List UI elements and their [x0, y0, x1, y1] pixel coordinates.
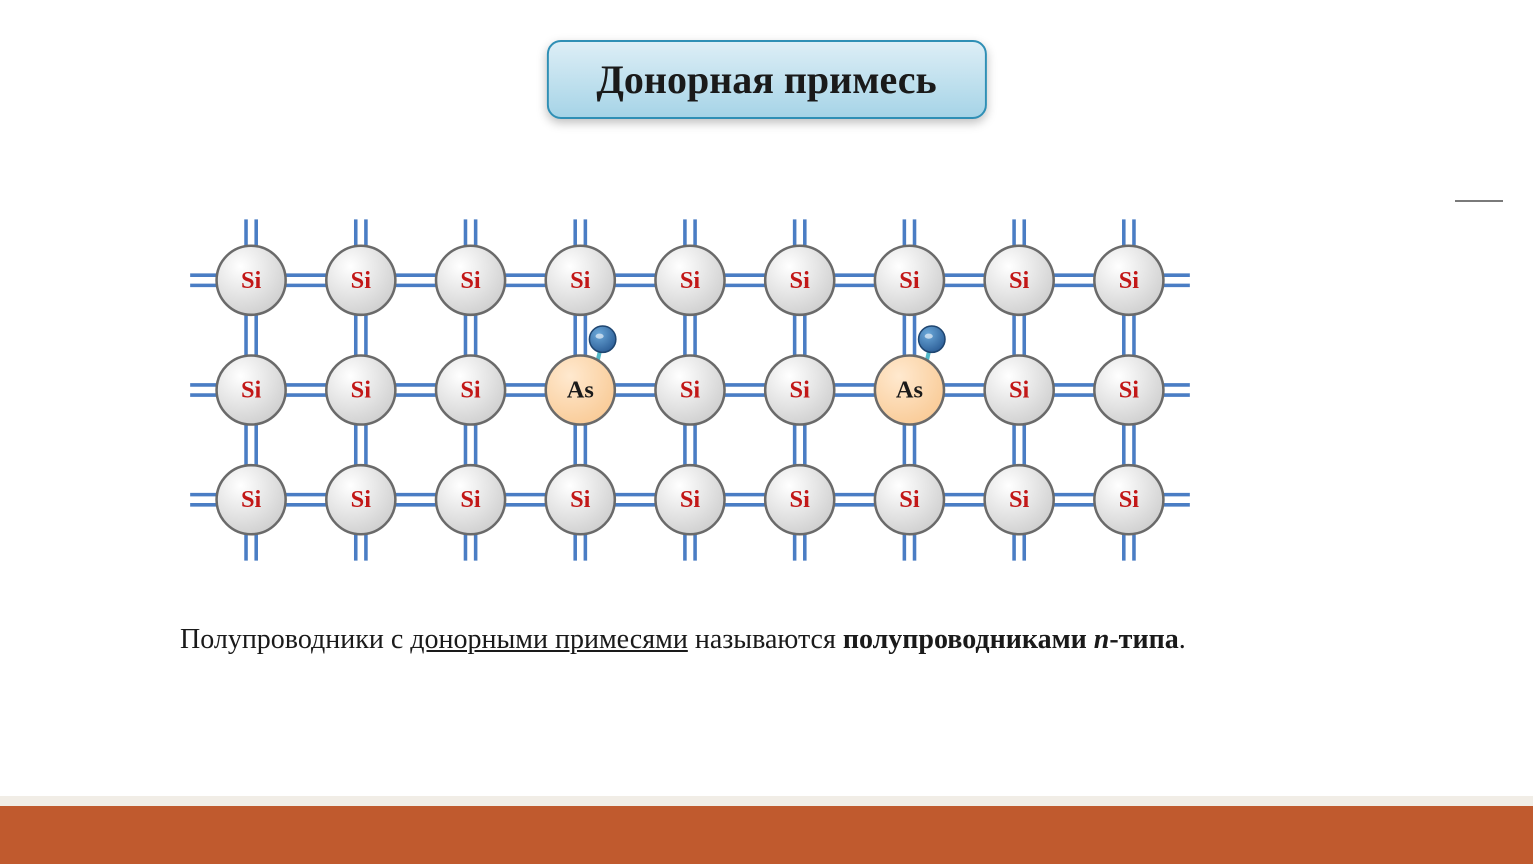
atom-label: Si	[241, 486, 262, 513]
caption-part: Полупроводники с	[180, 624, 410, 655]
atom-si: Si	[436, 355, 505, 424]
atom-si: Si	[436, 465, 505, 534]
atom-si: Si	[985, 355, 1054, 424]
footer	[0, 796, 1533, 864]
atom-label: Si	[570, 486, 591, 513]
atom-si: Si	[765, 355, 834, 424]
atom-si: Si	[765, 465, 834, 534]
atom-label: Si	[1119, 267, 1140, 294]
electron-highlight	[596, 334, 604, 339]
slide-title-text: Донорная примесь	[596, 57, 936, 102]
atom-si: Si	[1094, 355, 1163, 424]
atom-label: Si	[241, 377, 262, 404]
extra-electron	[589, 326, 615, 352]
atom-label: Si	[790, 377, 811, 404]
slide-title: Донорная примесь	[546, 40, 986, 119]
caption-part: n	[1094, 624, 1110, 655]
atom-si: Si	[326, 355, 395, 424]
atom-label: Si	[351, 267, 372, 294]
atom-label: Si	[460, 377, 481, 404]
atom-si: Si	[326, 465, 395, 534]
caption-part: -типа	[1109, 624, 1178, 655]
atom-label: As	[896, 377, 923, 404]
atom-si: Si	[655, 355, 724, 424]
atom-label: Si	[680, 267, 701, 294]
atom-si: Si	[1094, 465, 1163, 534]
atom-si: Si	[655, 465, 724, 534]
atom-si: Si	[546, 465, 615, 534]
atom-label: Si	[680, 377, 701, 404]
atom-label: Si	[899, 267, 920, 294]
atom-label: Si	[460, 267, 481, 294]
atom-label: Si	[241, 267, 262, 294]
atom-si: Si	[217, 355, 286, 424]
atom-label: Si	[351, 486, 372, 513]
atom-label: Si	[570, 267, 591, 294]
caption-part: полупроводниками	[843, 624, 1094, 655]
atom-si: Si	[546, 246, 615, 315]
lattice-svg: Si Si Si Si Si Si Si Si Si Si Si Si As Si Si As Si Si Si Si…	[180, 180, 1200, 600]
footer-top-stripe	[0, 796, 1533, 806]
atom-label: Si	[899, 486, 920, 513]
atom-label: Si	[460, 486, 481, 513]
footer-main-stripe	[0, 806, 1533, 864]
atom-label: Si	[1009, 377, 1030, 404]
side-mark	[1455, 200, 1503, 202]
caption-part: .	[1179, 624, 1186, 655]
atom-label: Si	[1119, 486, 1140, 513]
atom-si: Si	[217, 246, 286, 315]
atom-label: Si	[680, 486, 701, 513]
atom-si: Si	[436, 246, 505, 315]
atom-si: Si	[875, 465, 944, 534]
caption: Полупроводники с донорными примесями наз…	[180, 620, 1200, 661]
caption-part: донорными примесями	[410, 624, 688, 655]
atom-si: Si	[655, 246, 724, 315]
atom-si: Si	[985, 246, 1054, 315]
extra-electron	[919, 326, 945, 352]
atom-si: Si	[875, 246, 944, 315]
atom-label: Si	[351, 377, 372, 404]
atom-si: Si	[326, 246, 395, 315]
atom-label: Si	[1009, 267, 1030, 294]
atom-si: Si	[985, 465, 1054, 534]
lattice-diagram: Si Si Si Si Si Si Si Si Si Si Si Si As Si Si As Si Si Si Si…	[180, 180, 1200, 600]
atom-si: Si	[217, 465, 286, 534]
atom-si: Si	[1094, 246, 1163, 315]
atom-label: Si	[790, 486, 811, 513]
atom-label: As	[567, 377, 594, 404]
caption-part: называются	[688, 624, 843, 655]
atom-si: Si	[765, 246, 834, 315]
electron-highlight	[925, 334, 933, 339]
atom-label: Si	[1119, 377, 1140, 404]
atom-label: Si	[790, 267, 811, 294]
atom-label: Si	[1009, 486, 1030, 513]
